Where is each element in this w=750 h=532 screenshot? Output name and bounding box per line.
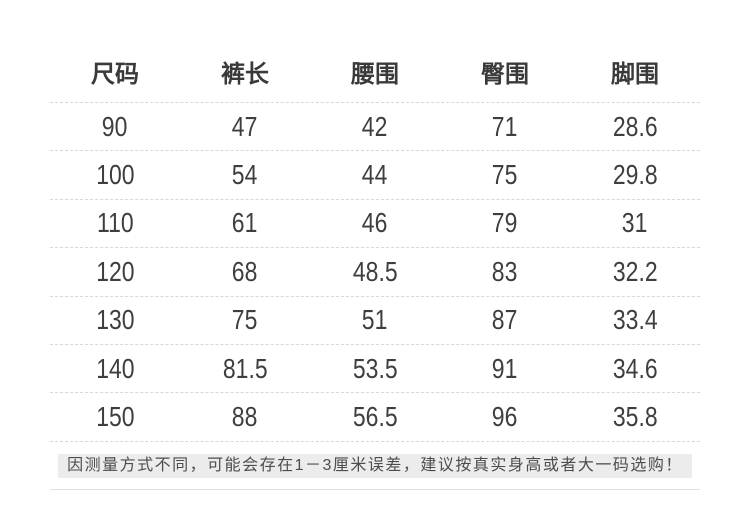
table-row: 140 81.5 53.5 91 34.6 [50, 345, 700, 394]
column-header-pants-length: 裤长 [221, 60, 269, 88]
table-cell: 75 [492, 159, 518, 191]
table-row: 130 75 51 87 33.4 [50, 297, 700, 345]
table-cell: 110 [96, 207, 134, 239]
table-cell: 56.5 [352, 401, 398, 433]
column-header-waist: 腰围 [351, 60, 399, 88]
table-body: 90 47 42 71 28.6 100 54 44 75 29.8 110 6… [50, 103, 700, 442]
table-cell: 61 [232, 207, 258, 239]
table-cell: 51 [362, 304, 388, 336]
table-cell: 48.5 [352, 255, 398, 287]
table-cell: 90 [102, 110, 128, 142]
table-cell: 140 [95, 352, 135, 384]
table-cell: 75 [232, 304, 258, 336]
table-row: 100 54 44 75 29.8 [50, 151, 700, 200]
table-header-row: 尺码 裤长 腰围 臀围 脚围 [50, 40, 700, 103]
table-cell: 79 [492, 207, 518, 239]
table-cell: 71 [492, 110, 518, 142]
table-row: 110 61 46 79 31 [50, 200, 700, 249]
table-cell: 88 [232, 401, 258, 433]
table-cell: 130 [95, 304, 135, 336]
table-cell: 91 [492, 352, 518, 384]
table-cell: 87 [492, 304, 518, 336]
table-cell: 96 [492, 401, 518, 433]
table-cell: 42 [362, 110, 388, 142]
table-row: 120 68 48.5 83 32.2 [50, 248, 700, 297]
size-chart-table: 尺码 裤长 腰围 臀围 脚围 90 47 42 71 28.6 100 54 4… [50, 40, 700, 490]
table-cell: 29.8 [612, 159, 658, 191]
column-header-leg-opening: 脚围 [611, 60, 659, 88]
table-cell: 100 [95, 159, 135, 191]
measurement-disclaimer: 因测量方式不同，可能会存在1－3厘米误差，建议按真实身高或者大一码选购！ [58, 453, 692, 478]
bottom-divider [50, 488, 700, 490]
table-cell: 47 [232, 110, 258, 142]
table-cell: 68 [232, 255, 258, 287]
table-cell: 54 [232, 159, 258, 191]
table-cell: 33.4 [612, 304, 658, 336]
table-cell: 31 [622, 207, 648, 239]
table-cell: 120 [95, 255, 135, 287]
column-header-size: 尺码 [91, 60, 139, 88]
table-row: 90 47 42 71 28.6 [50, 103, 700, 152]
table-cell: 46 [362, 207, 388, 239]
table-cell: 150 [95, 401, 135, 433]
table-cell: 32.2 [612, 255, 658, 287]
table-cell: 35.8 [612, 401, 658, 433]
table-cell: 34.6 [612, 352, 658, 384]
table-row: 150 88 56.5 96 35.8 [50, 393, 700, 442]
table-cell: 44 [362, 159, 388, 191]
column-header-hip: 臀围 [481, 60, 529, 88]
table-cell: 28.6 [612, 110, 658, 142]
table-cell: 81.5 [222, 352, 268, 384]
table-cell: 53.5 [352, 352, 398, 384]
table-cell: 83 [492, 255, 518, 287]
